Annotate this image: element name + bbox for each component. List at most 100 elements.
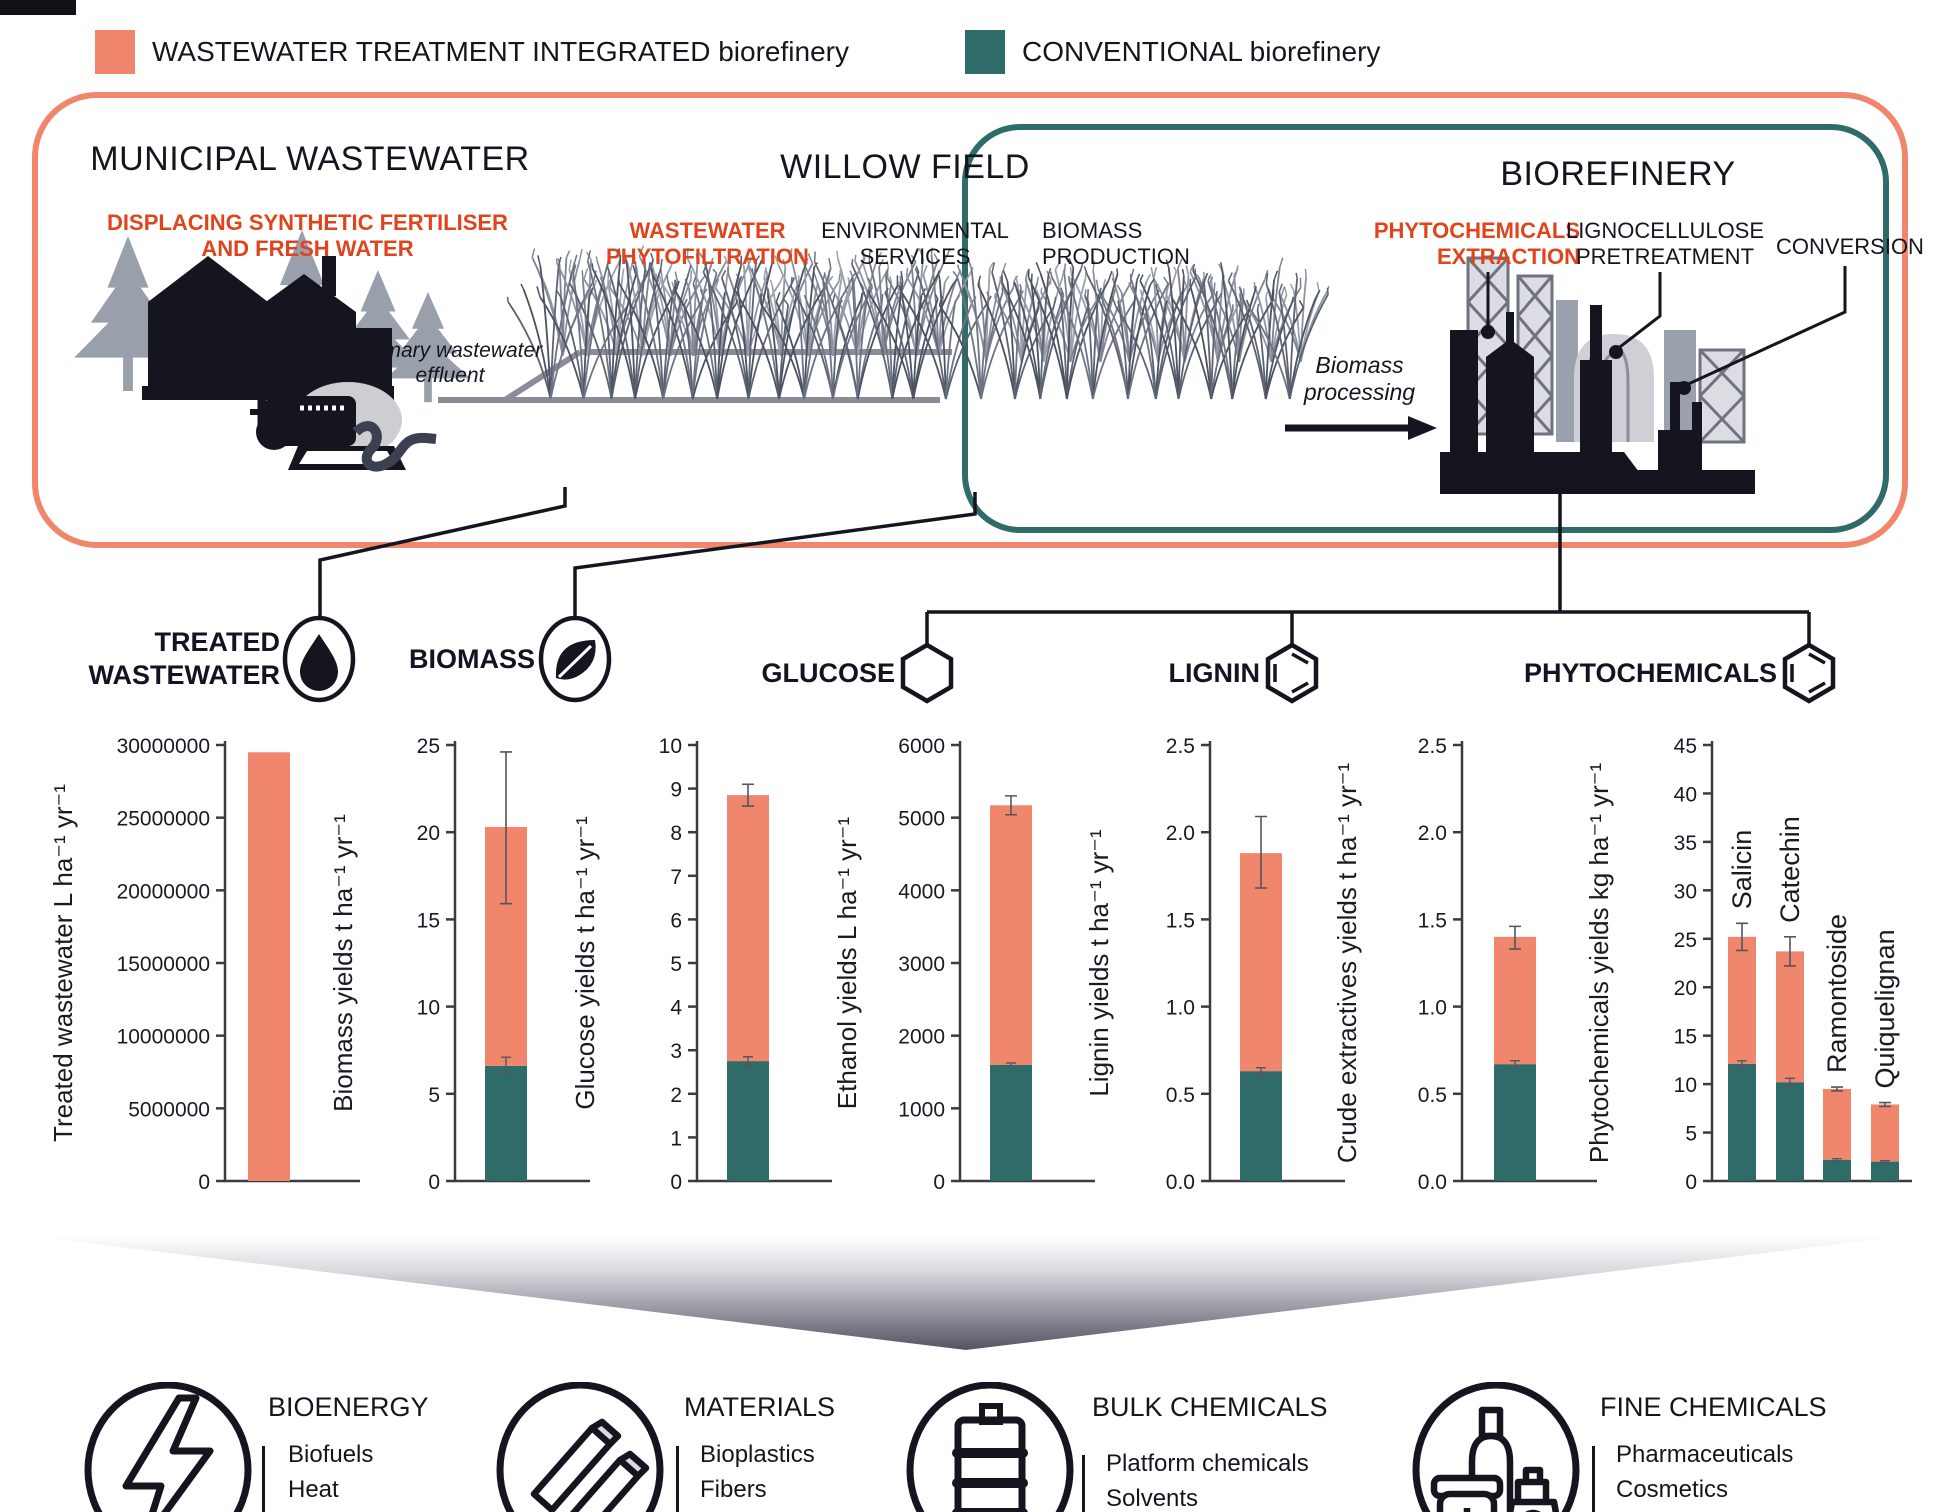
y-tick-label: 20000000 [117, 880, 210, 903]
conventional-biorefinery-box [962, 124, 1889, 533]
y-tick-label: 0 [198, 1171, 210, 1194]
bar-conventional [1776, 1082, 1804, 1181]
willow-tree [1248, 272, 1329, 400]
output-item: Agrochemicals [1616, 1507, 1793, 1512]
environmental-services-label: ENVIRONMENTAL SERVICES [821, 218, 1009, 269]
effluent-pipe [352, 421, 437, 472]
willow-tree [1227, 270, 1305, 400]
output-title-materials: MATERIALS [684, 1392, 836, 1422]
y-tick-label: 0.5 [1418, 1084, 1447, 1107]
output-divider [1082, 1455, 1085, 1512]
bar-integrated [1776, 951, 1804, 1083]
bar-label: Salicin [1727, 830, 1757, 910]
error-bar-conventional [1006, 1062, 1016, 1067]
willow-tree [536, 255, 632, 400]
municipal-highlight: DISPLACING SYNTHETIC FERTILISER AND FRES… [107, 210, 508, 261]
product-label-lignin: LIGNIN [1168, 658, 1261, 688]
output-divider [262, 1446, 265, 1512]
error-bar [1509, 925, 1521, 950]
bar-label: Ramontoside [1822, 914, 1852, 1073]
bar-conventional [990, 1064, 1032, 1181]
top-left-crop-artifact [0, 0, 76, 15]
water-drop-icon [282, 615, 356, 703]
error-bar-conventional [1510, 1059, 1520, 1069]
y-tick-label: 0 [933, 1171, 945, 1194]
bar-conventional [1240, 1071, 1282, 1181]
willow-tree [1049, 268, 1137, 400]
callout-dot-lignocellulose-pretreatment [1609, 345, 1623, 359]
bar-integrated [1494, 936, 1536, 1065]
legend-swatch-integrated [95, 30, 135, 74]
y-tick-label: 0.5 [1166, 1084, 1195, 1107]
chart-glucose: 0 1 2 3 4 5 6 7 8 9 10 Glucose yields t ha⁻¹ yr⁻¹ [570, 735, 832, 1194]
output-items-materials: Bioplastics Fibers Packaging [700, 1437, 815, 1512]
output-items-bioenergy: Biofuels Heat Electricity [288, 1437, 391, 1512]
product-label-biomass: BIOMASS [408, 644, 535, 674]
output-item: Packaging [700, 1507, 815, 1512]
y-tick-label: 5 [428, 1084, 440, 1107]
y-tick-label: 20 [1674, 977, 1697, 1000]
barrel-icon [906, 1382, 1074, 1512]
y-tick-label: 0 [428, 1171, 440, 1194]
y-tick-label: 1.5 [1418, 909, 1447, 932]
bar-integrated [1871, 1104, 1899, 1162]
leaf-icon [538, 615, 612, 703]
y-axis-title: Biomass yields t ha⁻¹ yr⁻¹ [328, 814, 358, 1112]
error-bar-conventional [501, 1056, 511, 1074]
conversion-label: CONVERSION [1776, 234, 1924, 259]
error-bar-conventional [1832, 1158, 1842, 1162]
y-tick-label: 4000 [898, 880, 945, 903]
biorefinery-factory [1440, 256, 1755, 494]
output-item: Biofuels [288, 1441, 374, 1468]
bar-conventional [485, 1065, 527, 1181]
willow-tree [760, 258, 853, 400]
output-items-bulk-chemicals: Platform chemicals Solvents [1106, 1446, 1309, 1512]
bar-conventional [1823, 1159, 1851, 1181]
y-tick-label: 15 [417, 909, 440, 932]
y-tick-label: 1.0 [1166, 997, 1195, 1020]
error-bar-conventional [1785, 1077, 1795, 1087]
municipal-wastewater-title: MUNICIPAL WASTEWATER [90, 140, 530, 178]
legend-swatch-conventional [965, 30, 1005, 74]
y-tick-label: 2.5 [1166, 735, 1195, 758]
y-axis-title: Glucose yields t ha⁻¹ yr⁻¹ [570, 816, 600, 1110]
y-tick-label: 0 [670, 1171, 682, 1194]
willow-field [506, 245, 1330, 400]
y-tick-label: 5 [1685, 1123, 1697, 1146]
y-tick-label: 5000 [898, 808, 945, 831]
output-item: Fibers [700, 1476, 767, 1503]
output-item: Platform chemicals [1106, 1450, 1309, 1477]
output-item: Electricity [288, 1507, 391, 1512]
product-label-phytochemicals: PHYTOCHEMICALS [1523, 658, 1777, 688]
error-bar [1255, 815, 1267, 889]
output-title-bulk-chemicals: BULK CHEMICALS [1092, 1392, 1328, 1422]
error-bar [1736, 922, 1748, 952]
output-item: Solvents [1106, 1485, 1199, 1512]
y-tick-label: 30000000 [117, 735, 210, 758]
error-bar [1784, 936, 1796, 967]
y-tick-label: 10 [1674, 1074, 1697, 1097]
willow-field-title: WILLOW FIELD [780, 148, 1030, 186]
y-tick-label: 9 [670, 779, 682, 802]
output-items-fine-chemicals: Pharmaceuticals Cosmetics Agrochemicals [1616, 1437, 1793, 1512]
chart-biomass: 0 5 10 15 20 25 Biomass yields t ha⁻¹ yr⁻¹ [328, 735, 590, 1194]
y-tick-label: 35 [1674, 832, 1697, 855]
output-item: Cosmetics [1616, 1476, 1729, 1503]
y-tick-label: 25 [417, 735, 440, 758]
y-axis-title: Treated wastewater L ha⁻¹ yr⁻¹ [48, 784, 78, 1142]
y-tick-label: 2 [670, 1084, 682, 1107]
error-bar-conventional [1880, 1159, 1890, 1164]
y-tick-label: 25000000 [117, 808, 210, 831]
y-tick-label: 0 [1685, 1171, 1697, 1194]
beams-icon [496, 1382, 664, 1512]
error-bar-conventional [1737, 1060, 1747, 1068]
benzene-ring-icon [1265, 642, 1319, 704]
output-item: Pharmaceuticals [1616, 1441, 1794, 1468]
y-tick-label: 6000 [898, 735, 945, 758]
y-tick-label: 5000000 [128, 1098, 210, 1121]
primary-wastewater-effluent-label: Primary wastewater effluent [357, 339, 543, 387]
y-axis-title: Crude extractives yields t ha⁻¹ yr⁻¹ [1332, 763, 1362, 1164]
output-title-fine-chemicals: FINE CHEMICALS [1600, 1392, 1827, 1422]
